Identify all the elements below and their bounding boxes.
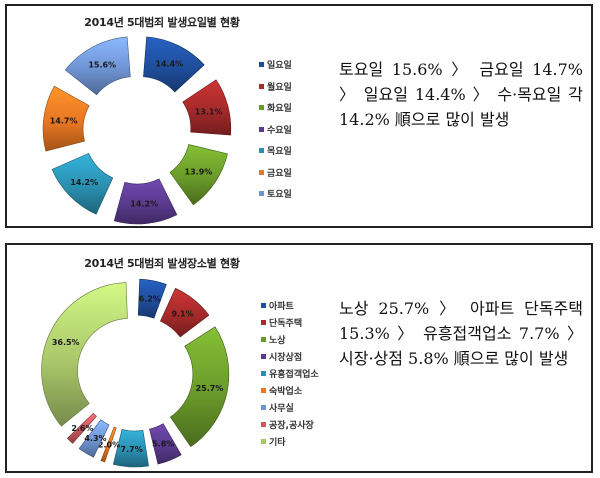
legend-label: 목요일 [267,147,292,158]
day-legend-item: 목요일 [259,140,292,162]
location-summary-text: 노상 25.7% 〉 아파트 단독주택 15.3% 〉 유흥접객업소 7.7% … [339,299,583,368]
legend-swatch-icon [259,105,264,111]
legend-swatch-icon [261,388,266,393]
location-legend-item: 사무실 [261,399,319,416]
segment-value-label: 14.2% [70,178,98,187]
day-legend-item: 화요일 [259,97,292,119]
legend-swatch-icon [259,191,264,197]
legend-label: 유흥접객업소 [269,370,319,380]
legend-label: 숙박업소 [269,387,303,397]
day-legend-item: 토요일 [259,183,292,205]
segment-value-label: 13.9% [185,167,213,176]
day-legend-item: 일요일 [259,54,292,76]
legend-swatch-icon [261,439,266,444]
day-legend-item: 금요일 [259,162,292,184]
donut-segment [51,152,114,215]
legend-label: 단독주택 [269,319,303,329]
donut-segment [143,36,205,93]
legend-swatch-icon [261,337,266,342]
segment-value-label: 2.0% [98,440,120,449]
segment-value-label: 36.5% [52,338,80,347]
day-legend-item: 월요일 [259,76,292,98]
legend-label: 월요일 [267,82,292,93]
legend-swatch-icon [261,354,266,359]
donut-segment [169,326,230,448]
location-panel: 2014년 5대범죄 발생장소별 현황 6.2% 9.1% 25.7% 5.8% 7.7… [5,243,593,473]
segment-value-label: 9.1% [171,310,193,319]
segment-value-label: 15.6% [88,61,116,70]
legend-swatch-icon [261,320,266,325]
donut-segment [66,412,97,444]
legend-label: 시장상점 [269,353,303,363]
legend-swatch-icon [259,148,264,154]
segment-value-label: 14.7% [50,116,78,125]
legend-swatch-icon [261,303,266,308]
legend-label: 수요일 [267,125,292,136]
donut-segment [113,178,178,225]
day-summary-text: 토요일 15.6% 〉 금요일 14.7% 〉 일요일 14.4% 〉 수·목요… [339,60,583,129]
location-donut-chart: 6.2% 9.1% 25.7% 5.8% 7.7%2.0%4.3%2.6% 36.5% [41,278,230,468]
legend-label: 사무실 [269,404,294,414]
legend-swatch-icon [259,83,264,89]
donut-segment [137,278,167,319]
donut-segment [64,36,131,96]
donut-segment [100,426,117,463]
day-donut-chart: 14.4% 13.1% 13.9% 14.2% 14.2% 14.7% 15.6% [42,36,232,225]
legend-swatch-icon [261,371,266,376]
segment-value-label: 25.7% [196,384,224,393]
location-legend-item: 노상 [261,331,319,348]
segment-value-label: 4.3% [84,434,106,443]
donut-segment [78,419,110,458]
day-legend-item: 수요일 [259,119,292,141]
location-legend-item: 단독주택 [261,314,319,331]
location-legend-item: 아파트 [261,297,319,314]
location-legend-item: 공장,공사장 [261,416,319,433]
location-chart-title: 2014년 5대범죄 발생장소별 현황 [84,257,240,270]
donut-segment [182,79,232,136]
legend-label: 기타 [269,438,286,448]
segment-value-label: 6.2% [139,294,161,303]
legend-label: 노상 [269,336,286,346]
legend-label: 아파트 [269,302,294,312]
donut-segment [112,429,149,468]
day-chart-title: 2014년 5대범죄 발생요일별 현황 [84,16,240,29]
segment-value-label: 7.7% [121,445,143,454]
donut-segment [149,423,182,465]
location-legend-item: 숙박업소 [261,382,319,399]
donut-segment [41,282,128,427]
legend-label: 토요일 [267,190,292,201]
segment-value-label: 14.2% [130,200,158,209]
donut-segment [160,287,210,338]
legend-swatch-icon [259,169,264,175]
donut-segment [42,85,90,152]
legend-label: 일요일 [267,61,292,72]
segment-value-label: 2.6% [71,424,93,433]
legend-label: 화요일 [267,104,292,115]
day-of-week-panel: 2014년 5대범죄 발생요일별 현황 14.4% 13.1% 13.9% 14.2%… [5,4,593,228]
legend-label: 금요일 [267,168,292,179]
segment-value-label: 5.8% [152,440,174,449]
location-legend-item: 유흥접객업소 [261,365,319,382]
segment-value-label: 13.1% [195,107,223,116]
legend-swatch-icon [259,62,264,68]
segment-value-label: 14.4% [155,59,183,68]
donut-segment [169,144,228,206]
legend-swatch-icon [261,405,266,410]
location-legend-item: 기타 [261,433,319,450]
legend-swatch-icon [259,126,264,132]
legend-swatch-icon [261,422,266,427]
legend-label: 공장,공사장 [269,421,314,431]
location-legend-item: 시장상점 [261,348,319,365]
